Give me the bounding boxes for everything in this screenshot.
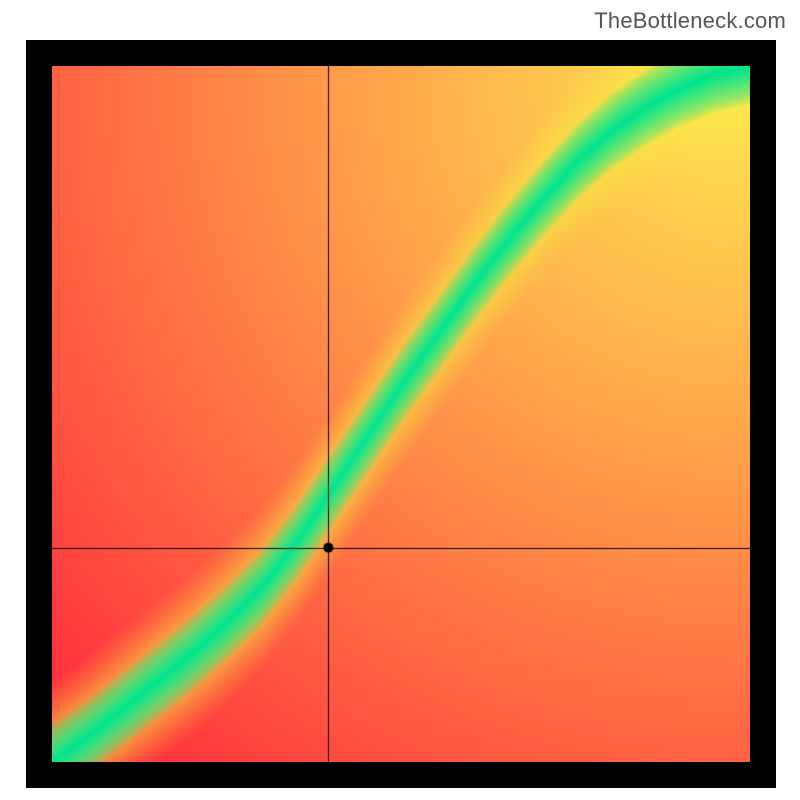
watermark-text: TheBottleneck.com xyxy=(594,8,786,34)
heatmap-canvas xyxy=(52,66,750,762)
